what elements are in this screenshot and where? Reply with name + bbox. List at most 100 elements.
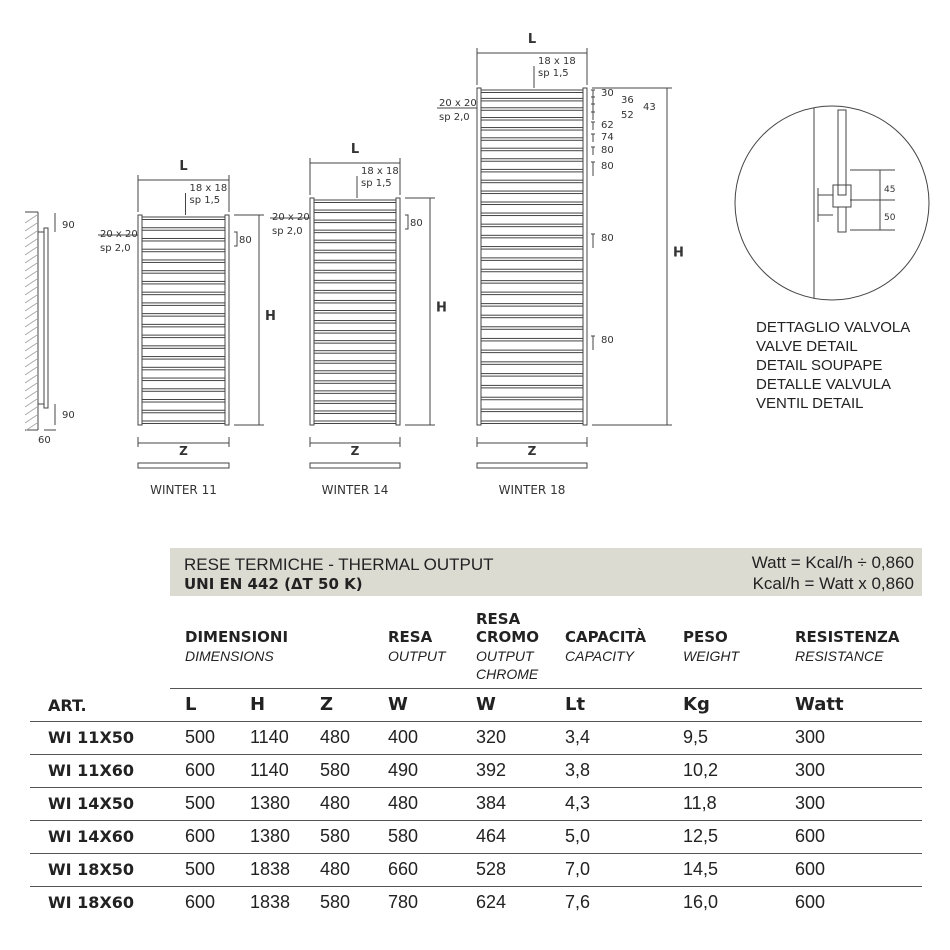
radiator-bar (313, 289, 397, 294)
radiator-bar (480, 373, 584, 377)
dim-l: L (528, 32, 536, 47)
radiator-bar (313, 259, 397, 264)
table-standard: UNI EN 442 (ΔT 50 K) (184, 575, 363, 593)
cell-8: 300 (795, 760, 826, 780)
spacing-dim: 80 (410, 218, 423, 229)
tube-side: 20 x 20 (100, 229, 138, 240)
header-weight-en: WEIGHT (683, 648, 739, 664)
dim-h: H (436, 301, 447, 316)
dim-l: L (351, 142, 359, 157)
cell-3: 580 (320, 826, 351, 846)
cell-5: 384 (476, 793, 507, 813)
radiator-bar (480, 280, 584, 284)
radiator-bar (313, 360, 397, 364)
model-name: WINTER 11 (150, 483, 217, 497)
cell-6: 7,0 (565, 859, 591, 879)
header-capacity: CAPACITÀ (565, 628, 647, 646)
table-row: WI 11X50 500 1140 480 400 320 3,4 9,5 300 (0, 722, 950, 755)
radiator-bar (480, 384, 584, 389)
dim-z: Z (179, 444, 188, 458)
cell-0: WI 18X50 (48, 860, 135, 879)
tube-top-sp: sp 1,5 (190, 195, 221, 206)
radiator-bar (480, 326, 584, 330)
radiator-bar (313, 350, 397, 354)
table-row: WI 18X50 500 1838 480 660 528 7,0 14,5 600 (0, 854, 950, 887)
radiator-bar (480, 420, 584, 424)
table-row: WI 11X60 600 1140 580 490 392 3,8 10,2 300 (0, 755, 950, 788)
unit-8: Watt (795, 694, 844, 715)
radiator-bar (141, 366, 226, 371)
header-output: RESA (388, 628, 433, 646)
radiator-bar (480, 201, 584, 206)
radiator-drawing (437, 48, 672, 469)
cell-3: 480 (320, 793, 351, 813)
radiator-bar (480, 212, 584, 217)
radiator-bar (313, 400, 397, 404)
radiator-bar (141, 270, 226, 274)
cell-7: 12,5 (683, 826, 719, 846)
table-row: WI 14X60 600 1380 580 580 464 5,0 12,5 600 (0, 821, 950, 854)
radiator-bar (480, 147, 584, 152)
caption-it: DETTAGLIO VALVOLA (756, 319, 911, 336)
radiator-bar (480, 97, 584, 102)
tube-side-sp: sp 2,0 (439, 112, 470, 123)
cell-3: 480 (320, 859, 351, 879)
cell-5: 464 (476, 826, 507, 846)
header-capacity-en: CAPACITY (565, 648, 634, 664)
tube-side: 20 x 20 (272, 212, 310, 223)
radiator-bar (480, 168, 584, 173)
radiator-bar (313, 209, 397, 214)
row-divider (30, 820, 922, 821)
cell-4: 660 (388, 859, 419, 879)
spacing-dim: 62 (601, 120, 614, 131)
cell-2: 1838 (250, 892, 291, 912)
spacing-dim: 52 (621, 110, 634, 121)
dim-h: H (673, 246, 684, 261)
cell-3: 480 (320, 727, 351, 747)
valve-dim-2: 50 (884, 213, 896, 223)
radiator-bar (141, 216, 226, 220)
cell-3: 580 (320, 760, 351, 780)
radiator-bar (480, 137, 584, 141)
cell-7: 16,0 (683, 892, 719, 912)
tube-side-sp: sp 2,0 (100, 243, 131, 254)
model-name: WINTER 18 (499, 483, 566, 497)
cell-4: 480 (388, 793, 419, 813)
cell-7: 14,5 (683, 859, 719, 879)
header-dimensions: DIMENSIONI (185, 628, 289, 646)
cell-7: 10,2 (683, 760, 719, 780)
radiator-bar (480, 234, 584, 239)
dim-l: L (179, 159, 187, 174)
radiator-bar (480, 396, 584, 401)
cell-6: 3,8 (565, 760, 591, 780)
header-resistance-en: RESISTANCE (795, 648, 884, 664)
cell-5: 320 (476, 727, 507, 747)
radiator-bar (480, 246, 584, 250)
cell-8: 600 (795, 859, 826, 879)
radiator-drawing (270, 158, 435, 469)
header-chrome-top: RESA (476, 610, 521, 628)
radiator-bar (480, 190, 584, 195)
cell-4: 490 (388, 760, 419, 780)
caption-es: DETALLE VALVULA (756, 376, 892, 393)
header-chrome-en: OUTPUT (476, 648, 534, 664)
radiator-bar (141, 280, 226, 285)
cell-5: 392 (476, 760, 507, 780)
caption-de: VENTIL DETAIL (756, 395, 864, 412)
table-row: WI 18X60 600 1838 580 780 624 7,6 16,0 600 (0, 887, 950, 920)
cell-6: 7,6 (565, 892, 591, 912)
spacing-dim: 80 (601, 233, 614, 244)
cell-6: 3,4 (565, 727, 591, 747)
radiator-bar (480, 349, 584, 354)
radiator-bar (141, 334, 226, 339)
radiator-bar (480, 314, 584, 319)
cell-7: 9,5 (683, 727, 709, 747)
dim-h: H (265, 309, 276, 324)
radiator-bar (480, 303, 584, 307)
header-chrome: CROMO (476, 628, 539, 646)
conversion-2: Kcal/h = Watt x 0,860 (752, 574, 914, 593)
radiator-bar (141, 313, 226, 317)
spacing-dim: 74 (601, 132, 614, 143)
row-divider (30, 886, 922, 887)
valve-dim-1: 45 (884, 185, 895, 195)
